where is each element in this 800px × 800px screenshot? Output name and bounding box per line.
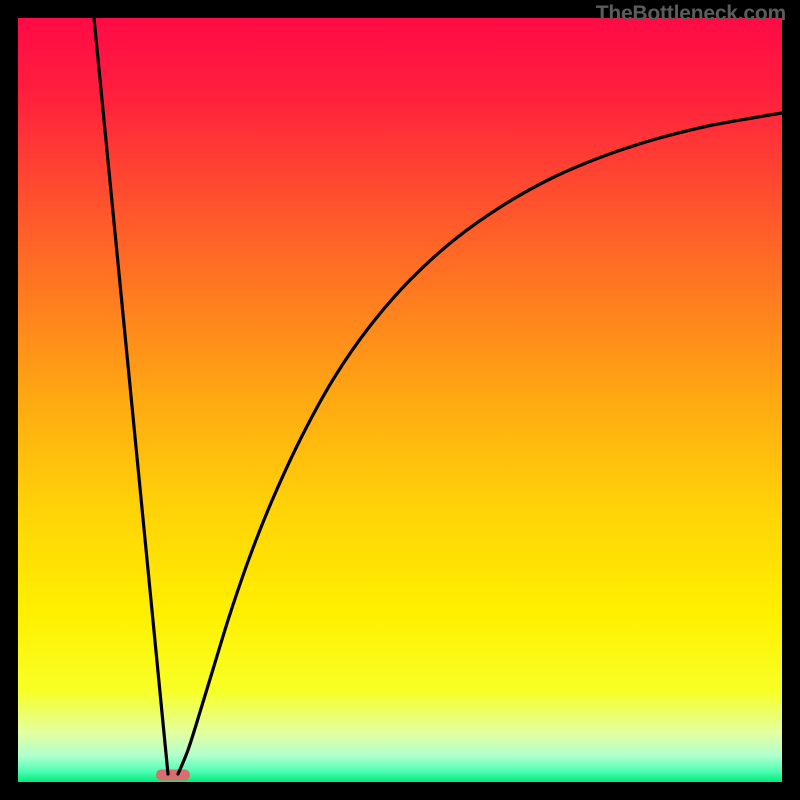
plot-area [18,18,782,782]
chart-frame: TheBottleneck.com [0,0,800,800]
bottleneck-chart [18,18,782,782]
attribution-label: TheBottleneck.com [596,2,786,26]
bottleneck-marker [156,770,190,781]
